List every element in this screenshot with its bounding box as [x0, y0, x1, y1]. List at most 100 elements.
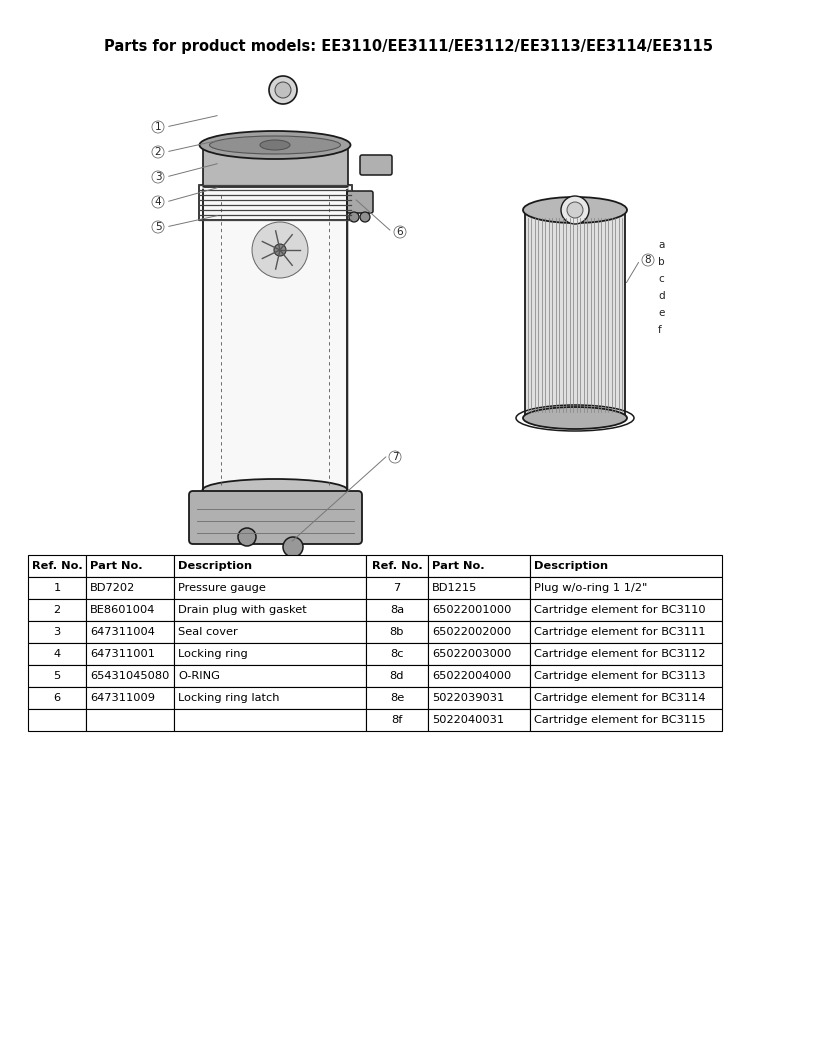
- Text: Locking ring: Locking ring: [178, 649, 248, 659]
- Text: BD1215: BD1215: [432, 583, 477, 593]
- Ellipse shape: [260, 140, 290, 150]
- Bar: [366, 709, 428, 732]
- Bar: [174, 665, 366, 687]
- Bar: [428, 577, 530, 599]
- Text: 7: 7: [392, 452, 398, 462]
- Bar: [86, 709, 174, 732]
- FancyBboxPatch shape: [203, 143, 348, 187]
- Text: BE8601004: BE8601004: [90, 605, 155, 616]
- Bar: [86, 687, 174, 709]
- Text: Part No.: Part No.: [90, 561, 143, 571]
- Bar: [199, 185, 352, 220]
- Text: 4: 4: [53, 649, 60, 659]
- Bar: [86, 643, 174, 665]
- Bar: [530, 687, 722, 709]
- Bar: [28, 577, 86, 599]
- Text: a: a: [658, 240, 664, 250]
- FancyBboxPatch shape: [360, 155, 392, 175]
- Bar: [428, 709, 530, 732]
- Text: Seal cover: Seal cover: [178, 627, 237, 637]
- Text: 6: 6: [53, 693, 60, 703]
- Text: e: e: [658, 308, 664, 318]
- Bar: [530, 599, 722, 621]
- Text: Plug w/o-ring 1 1/2": Plug w/o-ring 1 1/2": [534, 583, 647, 593]
- Text: Ref. No.: Ref. No.: [32, 561, 82, 571]
- Text: 5022039031: 5022039031: [432, 693, 504, 703]
- Ellipse shape: [202, 479, 348, 501]
- Text: Locking ring latch: Locking ring latch: [178, 693, 280, 703]
- Ellipse shape: [523, 198, 627, 223]
- Text: Ref. No.: Ref. No.: [371, 561, 423, 571]
- Ellipse shape: [210, 136, 340, 154]
- Bar: [28, 555, 86, 577]
- Bar: [86, 665, 174, 687]
- Text: Parts for product models: EE3110/EE3111/EE3112/EE3113/EE3114/EE3115: Parts for product models: EE3110/EE3111/…: [104, 40, 712, 54]
- Text: 8d: 8d: [390, 671, 404, 681]
- Bar: [428, 555, 530, 577]
- Circle shape: [561, 196, 589, 224]
- Text: Cartridge element for BC3115: Cartridge element for BC3115: [534, 715, 706, 725]
- Text: 647311009: 647311009: [90, 693, 155, 703]
- Bar: [174, 709, 366, 732]
- Bar: [28, 621, 86, 643]
- Bar: [174, 599, 366, 621]
- Text: Description: Description: [178, 561, 252, 571]
- Bar: [530, 709, 722, 732]
- Bar: [366, 599, 428, 621]
- Bar: [174, 555, 366, 577]
- Text: 65022001000: 65022001000: [432, 605, 512, 616]
- Bar: [28, 643, 86, 665]
- Circle shape: [283, 537, 303, 557]
- Circle shape: [275, 82, 291, 98]
- Bar: [366, 665, 428, 687]
- Text: 1: 1: [53, 583, 60, 593]
- Bar: [530, 665, 722, 687]
- Bar: [525, 210, 625, 418]
- Text: Drain plug with gasket: Drain plug with gasket: [178, 605, 307, 616]
- Circle shape: [274, 243, 286, 256]
- Text: BD7202: BD7202: [90, 583, 135, 593]
- Bar: [530, 643, 722, 665]
- Text: Pressure gauge: Pressure gauge: [178, 583, 266, 593]
- Bar: [366, 687, 428, 709]
- Bar: [530, 577, 722, 599]
- FancyBboxPatch shape: [347, 191, 373, 213]
- Bar: [86, 599, 174, 621]
- Bar: [174, 621, 366, 643]
- Text: O-RING: O-RING: [178, 671, 220, 681]
- Text: 1: 1: [155, 122, 162, 132]
- Bar: [174, 577, 366, 599]
- Bar: [28, 687, 86, 709]
- Circle shape: [238, 528, 256, 545]
- Text: f: f: [658, 325, 662, 335]
- Circle shape: [360, 212, 370, 222]
- Text: 8b: 8b: [390, 627, 404, 637]
- Text: 65431045080: 65431045080: [90, 671, 170, 681]
- Text: Cartridge element for BC3113: Cartridge element for BC3113: [534, 671, 706, 681]
- Text: 2: 2: [155, 147, 162, 157]
- Bar: [428, 643, 530, 665]
- Bar: [203, 185, 348, 500]
- Bar: [86, 555, 174, 577]
- Text: 5022040031: 5022040031: [432, 715, 504, 725]
- Text: 8f: 8f: [392, 715, 402, 725]
- Text: 2: 2: [53, 605, 60, 616]
- Bar: [366, 621, 428, 643]
- Text: 65022004000: 65022004000: [432, 671, 512, 681]
- Bar: [28, 599, 86, 621]
- Bar: [174, 687, 366, 709]
- Text: 7: 7: [393, 583, 401, 593]
- Bar: [530, 621, 722, 643]
- Bar: [428, 687, 530, 709]
- Bar: [530, 555, 722, 577]
- Text: Cartridge element for BC3114: Cartridge element for BC3114: [534, 693, 706, 703]
- Text: Cartridge element for BC3112: Cartridge element for BC3112: [534, 649, 706, 659]
- Circle shape: [269, 76, 297, 104]
- Bar: [86, 621, 174, 643]
- Text: 5: 5: [155, 222, 162, 232]
- Text: Part No.: Part No.: [432, 561, 485, 571]
- Text: 8a: 8a: [390, 605, 404, 616]
- Ellipse shape: [199, 131, 351, 159]
- Ellipse shape: [523, 407, 627, 429]
- Bar: [366, 643, 428, 665]
